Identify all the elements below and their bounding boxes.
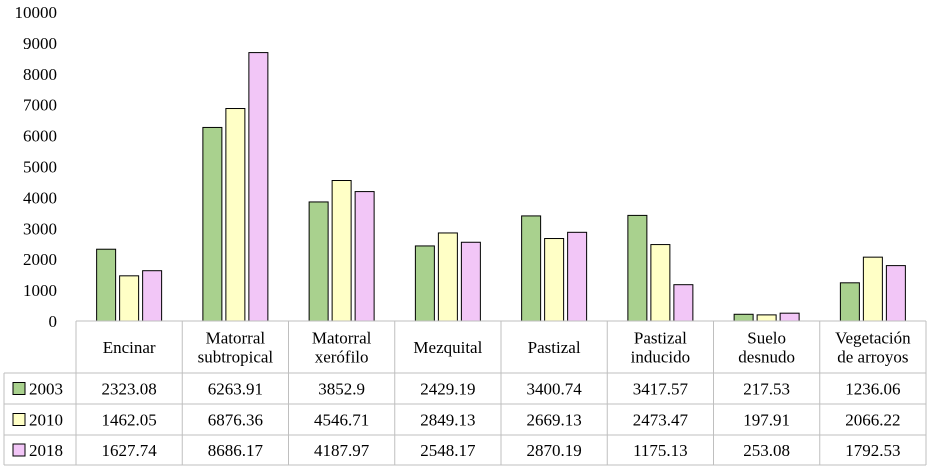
- category-label: Suelo: [747, 329, 786, 348]
- bar-2003: [308, 201, 329, 322]
- data-label-2010: 2849.13: [420, 411, 475, 430]
- legend-key-2003: [12, 382, 26, 395]
- category-label: inducido: [631, 348, 691, 367]
- y-tick-label: 2000: [23, 250, 57, 269]
- legend-label-2018: 2018: [29, 441, 63, 460]
- data-label-2003: 3852.9: [318, 380, 365, 399]
- bar-2010: [544, 238, 565, 322]
- bar-2010: [650, 244, 671, 322]
- data-label-2010: 1462.05: [102, 411, 157, 430]
- y-tick-label: 3000: [23, 219, 57, 238]
- bar-2018: [248, 52, 269, 322]
- data-label-2018: 8686.17: [208, 441, 264, 460]
- y-tick-label: 8000: [23, 65, 57, 84]
- category-label: Vegetación: [835, 329, 911, 348]
- data-label-2003: 217.53: [743, 380, 790, 399]
- data-label-2010: 4546.71: [314, 411, 369, 430]
- bar-2003: [733, 313, 754, 322]
- bar-2010: [119, 275, 140, 322]
- category-label: Encinar: [103, 338, 156, 357]
- data-label-2010: 197.91: [743, 411, 790, 430]
- y-tick-label: 0: [49, 312, 58, 331]
- data-label-2018: 2870.19: [527, 441, 582, 460]
- bar-2018: [460, 241, 481, 322]
- data-label-2010: 6876.36: [208, 411, 263, 430]
- y-tick-label: 4000: [23, 188, 57, 207]
- y-tick-label: 5000: [23, 158, 57, 177]
- legend-key-2018: [12, 443, 26, 457]
- bar-2018: [354, 191, 375, 322]
- legend-key-2010: [12, 413, 26, 426]
- category-label: Mezquital: [413, 338, 482, 357]
- legend-label-2010: 2010: [29, 411, 63, 430]
- category-label: Pastizal: [634, 329, 687, 348]
- bar-2003: [839, 282, 860, 322]
- data-label-2003: 6263.91: [208, 380, 263, 399]
- bar-2010: [225, 108, 246, 322]
- bar-2010: [756, 314, 777, 322]
- data-label-2010: 2066.22: [845, 411, 900, 430]
- bar-2003: [414, 245, 435, 322]
- data-label-2018: 253.08: [743, 441, 790, 460]
- data-label-2018: 2548.17: [420, 441, 476, 460]
- category-label: desnudo: [738, 348, 795, 367]
- bar-2003: [521, 215, 542, 322]
- bar-2018: [779, 312, 800, 322]
- data-label-2018: 1175.13: [633, 441, 688, 460]
- bar-2010: [437, 232, 458, 322]
- category-label: Matorral: [312, 329, 372, 348]
- data-label-2010: 2669.13: [527, 411, 582, 430]
- bar-2018: [567, 231, 588, 322]
- y-tick-label: 6000: [23, 127, 57, 146]
- bar-2018: [885, 265, 906, 322]
- y-tick-label: 9000: [23, 34, 57, 53]
- data-label-2003: 2429.19: [420, 380, 475, 399]
- data-label-2003: 3400.74: [527, 380, 583, 399]
- bar-2018: [673, 284, 694, 322]
- bar-2018: [142, 270, 163, 322]
- bar-2003: [202, 126, 223, 322]
- data-label-2018: 4187.97: [314, 441, 370, 460]
- category-label: xerófilo: [315, 348, 369, 367]
- data-label-2010: 2473.47: [633, 411, 689, 430]
- data-label-2003: 3417.57: [633, 380, 689, 399]
- bar-2003: [96, 248, 117, 322]
- category-label: subtropical: [198, 348, 274, 367]
- y-tick-label: 10000: [15, 3, 58, 22]
- y-tick-label: 1000: [23, 281, 57, 300]
- data-label-2003: 2323.08: [102, 380, 157, 399]
- data-label-2003: 1236.06: [845, 380, 900, 399]
- bar-2010: [331, 180, 352, 322]
- y-tick-label: 7000: [23, 96, 57, 115]
- data-label-2018: 1792.53: [845, 441, 900, 460]
- data-label-2018: 1627.74: [102, 441, 158, 460]
- bar-2003: [627, 214, 648, 322]
- bar-2010: [862, 256, 883, 322]
- legend-label-2003: 2003: [29, 380, 63, 399]
- category-label: de arroyos: [837, 348, 908, 367]
- category-label: Matorral: [206, 329, 266, 348]
- category-label: Pastizal: [528, 338, 581, 357]
